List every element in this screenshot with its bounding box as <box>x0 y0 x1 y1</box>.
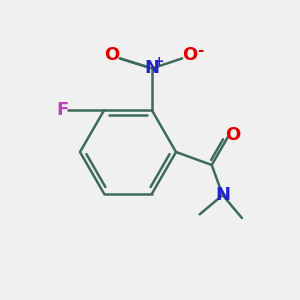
Text: O: O <box>225 126 240 144</box>
Text: -: - <box>197 43 203 58</box>
Text: F: F <box>56 101 68 119</box>
Text: O: O <box>104 46 120 64</box>
Text: +: + <box>154 55 164 68</box>
Text: O: O <box>182 46 198 64</box>
Text: N: N <box>215 186 230 204</box>
Text: N: N <box>145 59 160 77</box>
